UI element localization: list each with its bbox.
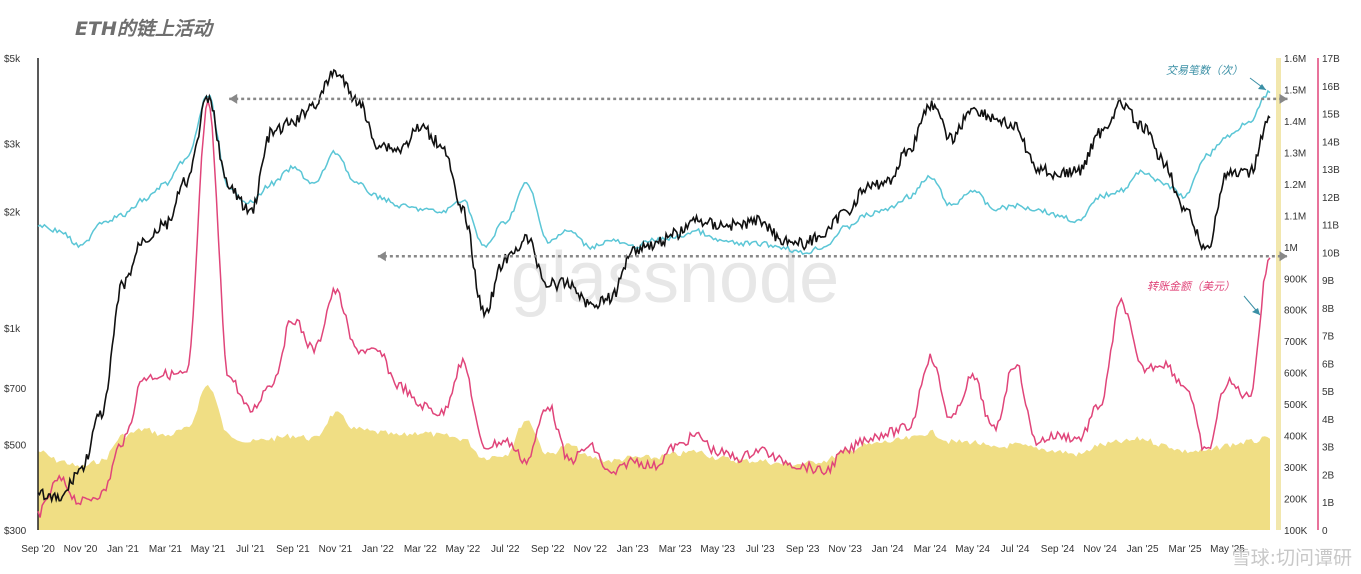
x-axis-tick-label: Mar '25 [1169,544,1202,555]
x-axis-tick-label: Nov '23 [828,544,862,555]
x-axis-tick-label: Jul '22 [491,544,520,555]
x-axis-tick-label: May '24 [955,544,990,555]
right-axis-2-tick-label: 3B [1322,443,1335,454]
left-axis-tick-label: $300 [4,526,27,537]
transfer-volume-layer [37,98,1271,518]
right-axis-1-tick-label: 1.5M [1284,85,1306,96]
left-axis-tick-label: $1k [4,324,21,335]
x-axis-tick-label: May '22 [445,544,480,555]
right-axis-1-tick-label: 400K [1284,432,1308,443]
reference-arrow-right [1279,251,1288,262]
right-axis-1-tick-label: 1.3M [1284,148,1306,159]
right-axis-2-tick-label: 6B [1322,359,1335,370]
x-axis-tick-label: Sep '23 [786,544,820,555]
transfer-volume-line [37,98,1271,518]
x-axis-tick-label: Jan '21 [107,544,139,555]
right-axis-2-tick-label: 9B [1322,276,1335,287]
tx-count-line [37,89,1271,256]
right-axis-1-tick-label: 100K [1284,526,1308,537]
transfer-volume-annotation-arrowhead [1252,308,1260,315]
left-axis-tick-label: $700 [4,384,27,395]
right-axis-2-tick-label: 13B [1322,165,1340,176]
x-axis-tick-label: Jan '25 [1127,544,1159,555]
right-axis-2-tick-label: 4B [1322,415,1335,426]
x-axis-tick-label: May '23 [700,544,735,555]
right-axis-1-tick-label: 1.1M [1284,211,1306,222]
transfer-volume-annotation: 转账金额（美元） [1147,280,1235,293]
right-axis-2-tick-label: 11B [1322,221,1339,232]
x-axis-tick-label: Mar '23 [659,544,692,555]
x-axis-tick-label: Mar '24 [914,544,947,555]
left-axis-tick-label: $5k [4,54,21,65]
right-axis-2-tick-label: 16B [1322,82,1340,93]
right-axis-1-tick-label: 600K [1284,369,1308,380]
right-axis-2-tick-label: 5B [1322,387,1335,398]
right-axis-1-tick-label: 700K [1284,337,1308,348]
tx-count-layer [37,89,1271,256]
right-axis-2-tick-label: 0 [1322,526,1328,537]
x-axis-tick-label: Sep '20 [21,544,55,555]
x-axis-tick-label: Mar '21 [149,544,182,555]
left-axis-tick-label: $3k [4,140,21,151]
reference-lines-layer [229,93,1288,262]
x-axis-tick-label: Jul '21 [236,544,265,555]
reference-arrow-right [1279,93,1288,104]
x-axis-tick-label: Sep '22 [531,544,565,555]
x-axis-tick-label: May '25 [1210,544,1245,555]
x-axis-tick-label: Jan '23 [617,544,649,555]
x-axis-tick-label: Jul '24 [1001,544,1030,555]
reference-arrow-left [377,251,386,262]
right-axis-2-tick-label: 7B [1322,332,1335,343]
x-axis-tick-label: Sep '24 [1041,544,1075,555]
x-axis-tick-label: Sep '21 [276,544,310,555]
price-layer [37,68,1271,504]
activity-fill-area [38,384,1270,530]
x-axis-tick-label: Jan '22 [362,544,394,555]
x-axis-tick-label: Nov '21 [319,544,353,555]
right-axis-1-tick-label: 900K [1284,274,1308,285]
tx-count-annotation: 交易笔数（次） [1166,64,1243,77]
right-axis-2-tick-label: 14B [1322,137,1340,148]
tx-count-annotation-arrowhead [1258,84,1266,90]
x-axis-tick-label: Jul '23 [746,544,775,555]
right-axis-1-tick-label: 800K [1284,306,1308,317]
right-axis-2-tick-label: 10B [1322,248,1340,259]
right-axis-2-tick-label: 8B [1322,304,1335,315]
right-axis-2-tick-label: 15B [1322,110,1340,121]
x-axis-tick-label: Nov '20 [64,544,98,555]
footer-watermark: 雪球:切问谭研 [1232,547,1352,569]
right-axis-1-tick-label: 1.4M [1284,117,1306,128]
right-axis-2-tick-label: 12B [1322,193,1340,204]
x-axis-tick-label: May '21 [191,544,226,555]
annotations-layer: 交易笔数（次） 转账金额（美元） [1147,64,1267,316]
right-axis-1-tick-label: 1.2M [1284,180,1306,191]
x-axis-tick-label: Jan '24 [872,544,904,555]
right-axis-1-tick-label: 1M [1284,243,1298,254]
x-axis-tick-label: Mar '22 [404,544,437,555]
right-axis-2-tick-label: 1B [1322,498,1335,509]
left-axis-tick-label: $2k [4,208,21,219]
glassnode-watermark: glassnode [511,238,839,318]
left-axis-tick-label: $500 [4,440,27,451]
x-axis-tick-label: Nov '22 [573,544,607,555]
right-axis-1-tick-label: 300K [1284,463,1308,474]
right-axis-1-tick-label: 500K [1284,400,1308,411]
right-axis-2-tick-label: 17B [1322,54,1340,65]
reference-arrow-left [229,93,238,104]
watermark-layer: glassnode [511,238,839,318]
right-axis-1-tick-label: 200K [1284,495,1308,506]
price-line [37,68,1271,504]
right-axis-1-bar [1276,58,1281,530]
fill-area-layer [38,384,1270,530]
axes-layer: $5k $3k $2k $1k $700 $500 $300 1.6M 1.5M 1.4M 1.3M… [4,54,1340,555]
right-axis-2-tick-label: 2B [1322,470,1335,481]
x-axis-tick-label: Nov '24 [1083,544,1117,555]
chart-title: ETH的链上活动 [75,18,212,40]
right-axis-1-tick-label: 1.6M [1284,54,1306,65]
